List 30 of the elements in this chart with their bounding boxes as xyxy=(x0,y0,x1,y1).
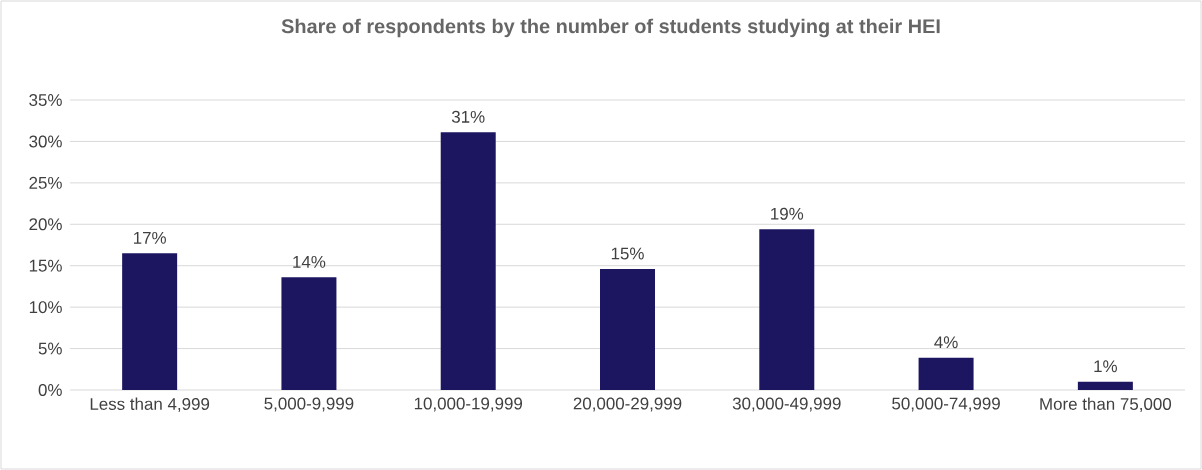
bar xyxy=(1077,381,1133,390)
x-tick-label: 10,000-19,999 xyxy=(414,397,523,412)
bar xyxy=(281,277,337,390)
bar xyxy=(918,357,974,390)
bar xyxy=(759,229,815,390)
data-label: 4% xyxy=(934,336,958,349)
data-label: 15% xyxy=(611,247,644,260)
y-tick-label: 25% xyxy=(29,176,62,189)
bar xyxy=(122,253,178,390)
x-tick-label: More than 75,000 xyxy=(1040,397,1172,412)
data-label: 31% xyxy=(451,110,485,123)
x-tick-label: 30,000-49,999 xyxy=(732,397,841,412)
y-tick-label: 0% xyxy=(38,384,62,396)
x-tick-label: 50,000-74,999 xyxy=(892,397,1000,412)
bar xyxy=(440,132,496,390)
data-label: 17% xyxy=(133,231,166,244)
y-tick-label: 15% xyxy=(29,259,62,272)
data-label: 1% xyxy=(1094,360,1117,373)
bar xyxy=(600,269,655,390)
data-label: 14% xyxy=(293,255,326,268)
x-tick-label: 5,000-9,999 xyxy=(264,397,354,412)
y-tick-label: 30% xyxy=(29,135,62,148)
chart-title: Share of respondents by the number of students studying at their HEI xyxy=(281,18,940,38)
x-tick-label: Less than 4,999 xyxy=(90,397,210,412)
y-tick-label: 10% xyxy=(29,301,62,314)
y-tick-label: 5% xyxy=(38,342,62,355)
y-tick-label: 35% xyxy=(29,94,62,106)
x-tick-label: 20,000-29,999 xyxy=(573,397,682,412)
y-tick-label: 20% xyxy=(29,218,62,231)
data-label: 19% xyxy=(771,207,804,220)
